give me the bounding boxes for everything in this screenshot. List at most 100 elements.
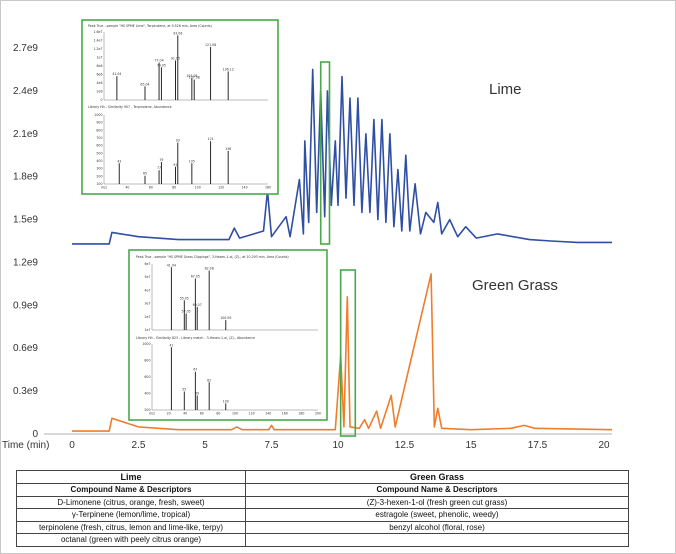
inset-x-tick: m/z — [149, 412, 155, 416]
grass-inset-top-title: Peak True - sample "HS SPME Grass Clippi… — [136, 255, 289, 259]
y-tick-label: 0.6e9 — [13, 343, 38, 354]
peak-label: 91.05 — [171, 57, 180, 61]
peak-label: 100 — [223, 399, 229, 403]
inset-x-tick: 100 — [232, 412, 238, 416]
inset-y-tick: 300 — [96, 167, 102, 171]
inset-y-tick: 1e7 — [96, 56, 102, 60]
inset-y-tick: 400 — [144, 392, 150, 396]
lime-inset-border — [81, 19, 279, 195]
table-row: octanal (green with peely citrus orange) — [16, 533, 629, 547]
table-header-row: Lime Green Grass — [16, 470, 629, 484]
inset-x-tick: 80 — [216, 412, 220, 416]
y-tick-label: 2.4e9 — [13, 86, 38, 97]
y-tick-label: 0.9e9 — [13, 300, 38, 311]
peak-label: 82 — [207, 378, 211, 382]
inset-x-tick: 160 — [282, 412, 288, 416]
inset-y-tick: 4e7 — [144, 288, 150, 292]
y-tick-label: 1.8e9 — [13, 172, 38, 183]
inset-y-tick: 1e7 — [144, 328, 150, 332]
peak-label: 121.08 — [205, 43, 216, 47]
peak-label: 79 — [159, 158, 163, 162]
peak-label: 41 — [169, 343, 173, 347]
peak-label: 100.09 — [220, 316, 231, 320]
lime-compound: D-Limonene (citrus, orange, fresh, sweet… — [16, 495, 246, 509]
lime-inset-top-spectrum: 1.6e7 1.4e7 1.2e7 1e7 8e6 6e6 4e6 2e6 0 93.06 121.… — [93, 30, 268, 102]
peak-label: 67 — [193, 368, 197, 372]
inset-y-tick: 900 — [96, 121, 102, 125]
inset-y-tick: 4e6 — [96, 81, 102, 85]
inset-y-tick: 5e7 — [144, 275, 150, 279]
y-tick-label: 0 — [32, 429, 38, 440]
x-tick-label: 17.5 — [528, 440, 548, 451]
lime-mass-spectrum-inset: Peak True - sample "HS SPME Lime", Terpi… — [81, 19, 279, 195]
peak-label: 82.08 — [205, 267, 214, 271]
peak-label: 55.05 — [180, 296, 189, 300]
x-tick-label: 7.5 — [265, 440, 279, 451]
inset-y-tick: 200 — [144, 408, 150, 412]
grass-peak-highlight — [339, 269, 357, 437]
inset-x-tick: 60 — [200, 412, 204, 416]
lime-inset-bottom-title: Library Hit - Similarity 907 - Terpinole… — [88, 105, 172, 109]
green-grass-series-label: Green Grass — [472, 277, 558, 294]
inset-y-tick: 600 — [144, 375, 150, 379]
chromatogram-chart: 0 0.3e9 0.6e9 0.9e9 1.2e9 1.5e9 1.8e9 2.1e9 2.4e… — [2, 19, 613, 451]
y-tick-label: 2.1e9 — [13, 129, 38, 140]
peak-label: 79.05 — [157, 63, 166, 67]
inset-y-tick: 200 — [96, 174, 102, 178]
inset-x-tick: 80 — [172, 186, 176, 190]
peak-label: 41.04 — [112, 72, 121, 76]
peak-label: 93.06 — [173, 31, 182, 35]
inset-x-tick: 40 — [125, 186, 129, 190]
inset-y-tick: 2e6 — [96, 90, 102, 94]
y-tick-label: 2.7e9 — [13, 43, 38, 54]
y-tick-label: 0.3e9 — [13, 386, 38, 397]
inset-x-tick: 40 — [183, 412, 187, 416]
x-tick-label: 5 — [202, 440, 208, 451]
inset-y-tick: 100 — [96, 182, 102, 186]
inset-x-tick: 180 — [298, 412, 304, 416]
inset-x-tick: 60 — [149, 186, 153, 190]
inset-y-tick: 0 — [100, 98, 102, 102]
inset-y-tick: 800 — [96, 128, 102, 132]
peak-label: 93 — [176, 139, 180, 143]
inset-y-tick: 6e6 — [96, 73, 102, 77]
inset-x-tick: 140 — [265, 412, 271, 416]
peak-label: 136.12 — [223, 67, 234, 71]
lime-subheader: Compound Name & Descriptors — [16, 483, 246, 497]
inset-x-tick: 100 — [195, 186, 201, 190]
peak-label: 65.04 — [140, 82, 149, 86]
x-axis: 0 2.5 5 7.5 10 12.5 15 17.5 20 — [69, 440, 610, 451]
inset-x-tick: 160 — [265, 186, 271, 190]
inset-x-tick: 120 — [249, 412, 255, 416]
inset-y-tick: 1000 — [94, 113, 102, 117]
inset-y-tick: 2e7 — [144, 315, 150, 319]
inset-y-tick: 1.6e7 — [93, 30, 102, 34]
peak-label: 41.04 — [167, 263, 176, 267]
inset-y-tick: 500 — [96, 151, 102, 155]
peak-label: 43 — [117, 159, 121, 163]
grass-subheader: Compound Name & Descriptors — [245, 483, 629, 497]
lime-compound: γ-Terpinene (lemon/lime, tropical) — [16, 508, 246, 522]
inset-y-tick: 8e6 — [96, 64, 102, 68]
y-tick-label: 1.5e9 — [13, 215, 38, 226]
x-tick-label: 20 — [598, 440, 610, 451]
x-axis-title: Time (min) — [2, 440, 49, 451]
inset-x-tick: m/z — [101, 186, 107, 190]
grass-compound: benzyl alcohol (floral, rose) — [245, 520, 629, 534]
peak-label: 91 — [173, 163, 177, 167]
inset-x-tick: 20 — [167, 412, 171, 416]
inset-y-tick: 1.4e7 — [93, 39, 102, 43]
inset-y-tick: 3e7 — [144, 302, 150, 306]
y-axis: 0 0.3e9 0.6e9 0.9e9 1.2e9 1.5e9 1.8e9 2.1e9 2.4e… — [13, 43, 38, 440]
peak-label: 105.06 — [186, 74, 197, 78]
inset-y-tick: 400 — [96, 159, 102, 163]
lime-column-header: Lime — [16, 470, 246, 484]
lime-series-line — [72, 68, 612, 245]
grass-compound: (Z)-3-hexen-1-ol (fresh green cut grass) — [245, 495, 629, 509]
inset-x-tick: 120 — [218, 186, 224, 190]
peak-label: 121 — [208, 137, 214, 141]
lime-peak-highlight — [319, 61, 331, 245]
green-grass-mass-spectrum-inset: Peak True - sample "HS SPME Grass Clippi… — [128, 249, 328, 421]
x-tick-label: 0 — [69, 440, 75, 451]
